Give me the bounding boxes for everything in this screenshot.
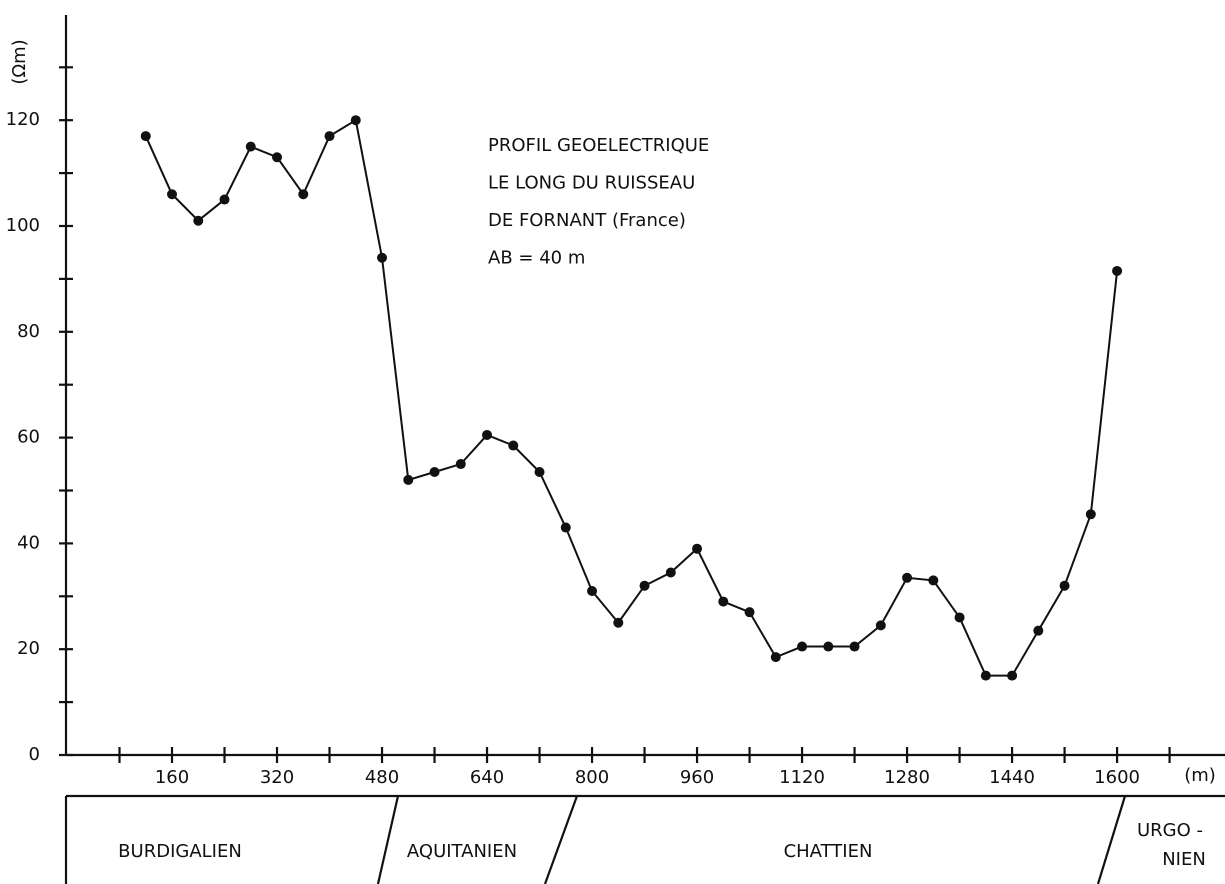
y-tick-label: 120 [6,109,40,130]
data-point [770,652,781,663]
data-point [377,252,388,263]
data-point [272,152,283,163]
annotation: PROFIL GEOELECTRIQUE [488,135,709,156]
data-point [1007,670,1018,681]
stage-label: CHATTIEN [784,841,873,862]
x-tick-label: 160 [155,767,189,788]
stage-boundary [1096,795,1127,884]
data-point [140,131,151,142]
data-point [455,459,466,470]
data-point [167,189,178,200]
annotation: AB = 40 m [488,248,585,269]
x-tick-label: 1280 [884,767,930,788]
data-point [429,466,440,477]
data-point [587,586,598,597]
data-point [692,543,703,554]
stage-table [64,794,1225,884]
y-tick-label: 0 [29,744,40,765]
x-tick-label: 1440 [989,767,1035,788]
data-point [823,641,834,652]
y-axis-label: (Ωm) [9,39,30,84]
data-point [560,522,571,533]
data-point [298,189,309,200]
data-point [875,620,886,631]
data-point [718,596,729,607]
data-point [1059,580,1070,591]
x-axis-label: (m) [1184,765,1216,786]
data-point [849,641,860,652]
y-tick-label: 80 [17,321,40,342]
y-tick-label: 40 [17,532,40,553]
data-point [403,474,414,485]
data-point [1033,625,1044,636]
data-point [902,572,913,583]
data-point [928,575,939,586]
x-tick-label: 1120 [779,767,825,788]
stage-boundary [376,795,400,884]
data-point [1085,509,1096,520]
data-point [350,115,361,126]
x-tick-label: 320 [260,767,294,788]
data-point [219,194,230,205]
data-point [245,141,256,152]
x-tick-label: 800 [575,767,609,788]
data-line [144,118,1119,677]
x-tick-label: 1600 [1094,767,1140,788]
stage-boundary [543,795,579,884]
stage-label: NIEN [1162,849,1206,870]
data-point [482,429,493,440]
x-tick-label: 640 [470,767,504,788]
data-point [980,670,991,681]
y-tick-label: 20 [17,638,40,659]
data-point [534,466,545,477]
data-point [1112,265,1123,276]
data-point [613,617,624,628]
stage-label: URGO - [1137,820,1203,841]
x-tick-label: 960 [680,767,714,788]
data-point [508,440,519,451]
data-point [639,580,650,591]
data-point [324,131,335,142]
data-point [665,567,676,578]
y-tick-label: 60 [17,427,40,448]
data-point [744,607,755,618]
data-point [193,215,204,226]
x-tick-label: 480 [365,767,399,788]
data-point [797,641,808,652]
annotation: LE LONG DU RUISSEAU [488,173,695,194]
stage-label: AQUITANIEN [407,841,517,862]
y-tick-label: 100 [6,215,40,236]
data-point [954,612,965,623]
stage-label: BURDIGALIEN [118,841,242,862]
annotation: DE FORNANT (France) [488,210,686,231]
